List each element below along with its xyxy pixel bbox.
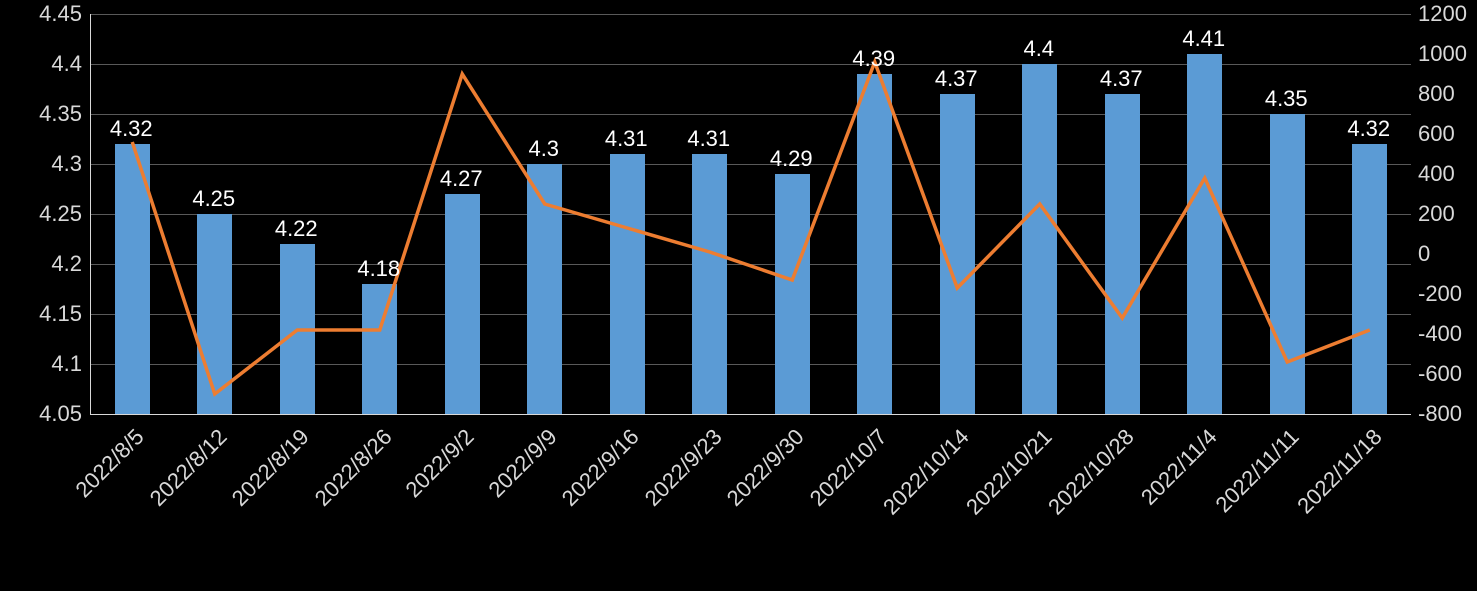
bar [692, 154, 727, 414]
x-axis-label: 2022/9/23 [567, 424, 727, 584]
x-axis-label: 2022/9/2 [320, 424, 480, 584]
bar [1022, 64, 1057, 414]
y-left-tick-label: 4.2 [51, 251, 82, 277]
bar [527, 164, 562, 414]
bar [115, 144, 150, 414]
y-right-tick-label: 800 [1418, 81, 1455, 107]
bar-value-label: 4.27 [440, 166, 483, 192]
bar-value-label: 4.31 [605, 126, 648, 152]
bar [1270, 114, 1305, 414]
y-left-tick-label: 4.4 [51, 51, 82, 77]
bar-value-label: 4.4 [1023, 36, 1054, 62]
y-right-tick-label: 0 [1418, 241, 1430, 267]
x-axis-label: 2022/9/9 [402, 424, 562, 584]
bar-value-label: 4.32 [110, 116, 153, 142]
y-left-tick-label: 4.05 [39, 401, 82, 427]
x-axis-label: 2022/8/26 [237, 424, 397, 584]
y-right-tick-label: -600 [1418, 361, 1462, 387]
bar [280, 244, 315, 414]
y-left-tick-label: 4.3 [51, 151, 82, 177]
bar [775, 174, 810, 414]
gridline [91, 14, 1411, 15]
y-left-tick-label: 4.1 [51, 351, 82, 377]
x-axis-label: 2022/10/28 [980, 424, 1140, 584]
x-axis-label: 2022/10/7 [732, 424, 892, 584]
bar-value-label: 4.25 [192, 186, 235, 212]
bar-value-label: 4.32 [1347, 116, 1390, 142]
bar-value-label: 4.3 [528, 136, 559, 162]
plot-area [90, 14, 1411, 415]
y-right-tick-label: -200 [1418, 281, 1462, 307]
bar [857, 74, 892, 414]
bar-value-label: 4.39 [852, 46, 895, 72]
y-right-tick-label: 400 [1418, 161, 1455, 187]
bar-value-label: 4.22 [275, 216, 318, 242]
x-axis-label: 2022/8/12 [72, 424, 232, 584]
y-right-tick-label: -400 [1418, 321, 1462, 347]
x-axis-label: 2022/10/21 [897, 424, 1057, 584]
bar-value-label: 4.41 [1182, 26, 1225, 52]
x-axis-label: 2022/9/16 [485, 424, 645, 584]
x-axis-label: 2022/10/14 [815, 424, 975, 584]
bar [197, 214, 232, 414]
bar-value-label: 4.37 [935, 66, 978, 92]
y-right-tick-label: 200 [1418, 201, 1455, 227]
bar [1105, 94, 1140, 414]
bar [362, 284, 397, 414]
bar [610, 154, 645, 414]
y-left-tick-label: 4.45 [39, 1, 82, 27]
combo-chart: 4.05 4.1 4.15 4.2 4.25 4.3 4.35 4.4 4.45 -800 -600… [0, 0, 1477, 591]
bar-value-label: 4.37 [1100, 66, 1143, 92]
bar-value-label: 4.31 [687, 126, 730, 152]
x-axis-label: 2022/8/19 [155, 424, 315, 584]
bar-value-label: 4.18 [357, 256, 400, 282]
bar [940, 94, 975, 414]
y-right-tick-label: 600 [1418, 121, 1455, 147]
y-left-tick-label: 4.15 [39, 301, 82, 327]
y-left-tick-label: 4.35 [39, 101, 82, 127]
x-axis-label: 2022/8/5 [0, 424, 150, 584]
bar-value-label: 4.29 [770, 146, 813, 172]
bar-value-label: 4.35 [1265, 86, 1308, 112]
x-axis-label: 2022/11/11 [1145, 424, 1305, 584]
bar [1187, 54, 1222, 414]
bar [445, 194, 480, 414]
x-axis-label: 2022/11/18 [1227, 424, 1387, 584]
y-right-tick-label: 1200 [1418, 1, 1467, 27]
x-axis-label: 2022/9/30 [650, 424, 810, 584]
y-left-tick-label: 4.25 [39, 201, 82, 227]
x-axis-label: 2022/11/4 [1062, 424, 1222, 584]
y-right-tick-label: 1000 [1418, 41, 1467, 67]
bar [1352, 144, 1387, 414]
y-right-tick-label: -800 [1418, 401, 1462, 427]
